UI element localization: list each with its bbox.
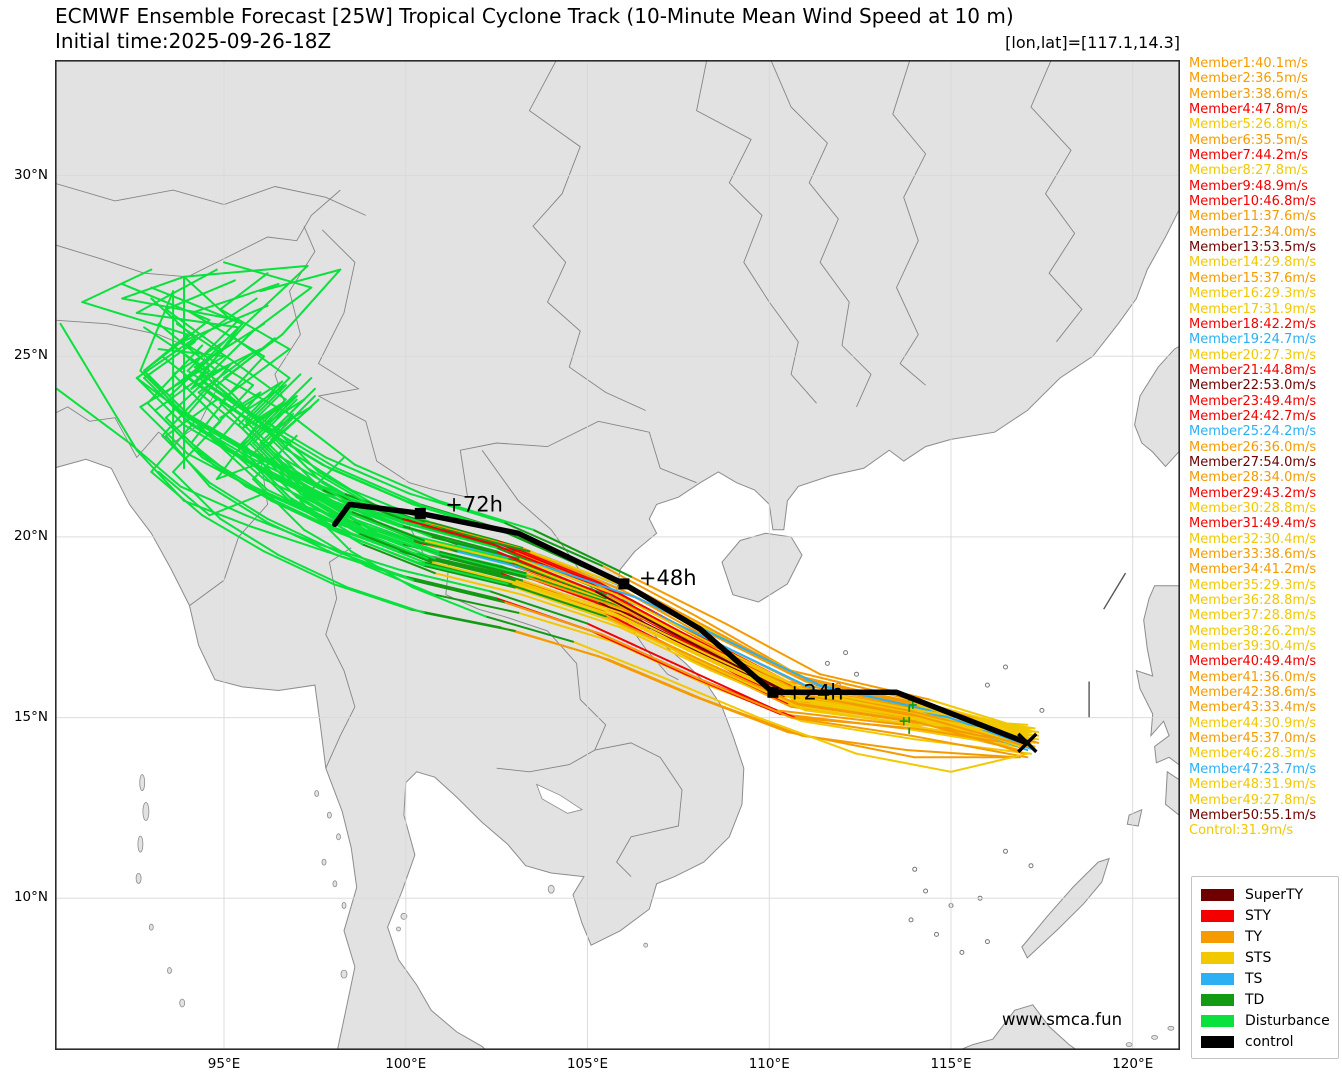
member-windspeed: Member12:34.0m/s	[1189, 224, 1317, 240]
member-windspeed: Member22:53.0m/s	[1189, 378, 1317, 394]
legend-label: TY	[1245, 928, 1263, 945]
member-windspeed: Member10:46.8m/s	[1189, 194, 1317, 210]
member-windspeed: Member39:30.4m/s	[1189, 639, 1317, 655]
cyclone-position-label: [lon,lat]=[117.1,14.3]	[1005, 33, 1180, 52]
legend-row: SuperTY	[1192, 884, 1338, 905]
member-windspeed: Member49:27.8m/s	[1189, 792, 1317, 808]
member-windspeed: Member33:38.6m/s	[1189, 547, 1317, 562]
member-windspeed: Member11:37.6m/s	[1189, 209, 1317, 225]
member-windspeed: Member46:28.3m/s	[1189, 746, 1317, 762]
member-windspeed: Member28:34.0m/s	[1189, 470, 1317, 486]
member-windspeed: Member42:38.6m/s	[1189, 685, 1317, 701]
legend-label: STS	[1245, 949, 1272, 966]
start-x-marker	[1017, 732, 1038, 754]
member-windspeed: Member44:30.9m/s	[1189, 715, 1317, 731]
legend-row: TY	[1192, 926, 1338, 947]
legend-row: STY	[1192, 905, 1338, 926]
legend-row: TS	[1192, 968, 1338, 989]
member-windspeed: Member50:55.1m/s	[1189, 807, 1317, 823]
member-windspeed: Member45:37.0m/s	[1189, 731, 1317, 747]
member-windspeed: Member5:26.8m/s	[1189, 117, 1308, 133]
y-axis-tick: 20°N	[13, 527, 48, 544]
legend-swatch	[1201, 972, 1234, 985]
member-windspeed: Member32:30.4m/s	[1189, 531, 1317, 547]
member-windspeed: Member24:42.7m/s	[1189, 408, 1317, 424]
y-axis-tick: 10°N	[13, 889, 48, 906]
legend-label: Disturbance	[1245, 1012, 1330, 1029]
legend-swatch	[1201, 1014, 1234, 1027]
x-axis-tick: 95°E	[207, 1056, 241, 1072]
member-windspeed: Member25:24.2m/s	[1189, 424, 1317, 440]
x-axis-tick: 100°E	[385, 1056, 427, 1072]
legend-swatch	[1201, 930, 1234, 943]
watermark: www.smca.fun	[1002, 1010, 1123, 1029]
legend-row: TD	[1192, 989, 1338, 1010]
y-axis-tick: 30°N	[13, 166, 48, 183]
member-windspeed: Member3:38.6m/s	[1189, 86, 1308, 102]
x-axis-tick: 120°E	[1112, 1056, 1154, 1072]
x-axis-tick: 105°E	[566, 1056, 609, 1072]
member-windspeed: Member9:48.9m/s	[1189, 178, 1308, 194]
member-windspeed: Member37:28.8m/s	[1189, 608, 1317, 624]
legend-label: control	[1245, 1033, 1294, 1050]
legend: SuperTY STY TY STS TS TD Disturbance control	[1191, 876, 1339, 1059]
member-wind-list: Member1:40.1m/s Member2:36.5m/s Member3:38…	[1189, 56, 1341, 839]
member-windspeed: Member35:29.3m/s	[1189, 577, 1317, 593]
legend-swatch	[1201, 888, 1234, 901]
member-windspeed: Control:31.9m/s	[1189, 823, 1294, 839]
member-windspeed: Member7:44.2m/s	[1189, 148, 1308, 164]
member-windspeed: Member48:31.9m/s	[1189, 777, 1317, 793]
member-windspeed: Member43:33.4m/s	[1189, 700, 1317, 716]
legend-swatch	[1201, 993, 1234, 1006]
y-axis-tick: 25°N	[13, 347, 48, 364]
member-windspeed: Member29:43.2m/s	[1189, 485, 1317, 501]
member-windspeed: Member38:26.2m/s	[1189, 623, 1317, 639]
svg-text:+72h: +72h	[445, 492, 503, 516]
member-windspeed: Member40:49.4m/s	[1189, 654, 1317, 670]
member-windspeed: Member15:37.6m/s	[1189, 270, 1317, 286]
legend-label: TD	[1245, 991, 1265, 1008]
member-windspeed: Member6:35.5m/s	[1189, 132, 1308, 148]
member-windspeed: Member20:27.3m/s	[1189, 347, 1317, 363]
x-axis-tick: 115°E	[930, 1056, 972, 1072]
member-windspeed: Member47:23.7m/s	[1189, 761, 1317, 777]
member-windspeed: Member27:54.0m/s	[1189, 454, 1317, 470]
initial-time-label: Initial time:2025-09-26-18Z	[55, 29, 332, 53]
page-title: ECMWF Ensemble Forecast [25W] Tropical C…	[55, 4, 1014, 28]
track-map: +24h +48h +72h	[52, 55, 1185, 1055]
legend-swatch	[1201, 909, 1234, 922]
legend-swatch	[1201, 951, 1234, 964]
member-windspeed: Member18:42.2m/s	[1189, 316, 1317, 332]
legend-row: STS	[1192, 947, 1338, 968]
member-windspeed: Member14:29.8m/s	[1189, 255, 1317, 271]
legend-row: control	[1192, 1031, 1338, 1052]
member-windspeed: Member19:24.7m/s	[1189, 332, 1317, 348]
member-windspeed: Member23:49.4m/s	[1189, 393, 1317, 409]
x-axis-tick: 110°E	[748, 1056, 790, 1072]
member-windspeed: Member1:40.1m/s	[1189, 56, 1308, 71]
member-windspeed: Member30:28.8m/s	[1189, 500, 1317, 516]
legend-row: Disturbance	[1192, 1010, 1338, 1031]
y-axis-tick: 15°N	[13, 708, 48, 725]
member-windspeed: Member21:44.8m/s	[1189, 362, 1317, 378]
member-windspeed: Member36:28.8m/s	[1189, 593, 1317, 609]
member-windspeed: Member41:36.0m/s	[1189, 669, 1317, 685]
member-windspeed: Member26:36.0m/s	[1189, 439, 1317, 455]
member-windspeed: Member31:49.4m/s	[1189, 516, 1317, 532]
member-windspeed: Member34:41.2m/s	[1189, 562, 1317, 578]
legend-swatch	[1201, 1035, 1234, 1048]
member-windspeed: Member2:36.5m/s	[1189, 71, 1308, 87]
legend-label: TS	[1245, 970, 1263, 987]
member-windspeed: Member16:29.3m/s	[1189, 286, 1317, 302]
member-windspeed: Member13:53.5m/s	[1189, 240, 1317, 256]
svg-text:+48h: +48h	[639, 566, 697, 590]
member-windspeed: Member4:47.8m/s	[1189, 102, 1308, 118]
member-windspeed: Member17:31.9m/s	[1189, 301, 1317, 317]
legend-label: SuperTY	[1245, 886, 1304, 903]
member-windspeed: Member8:27.8m/s	[1189, 163, 1308, 179]
svg-text:+24h: +24h	[786, 680, 844, 704]
track-map-canvas: +24h +48h +72h	[52, 55, 1185, 1055]
legend-label: STY	[1245, 907, 1271, 924]
